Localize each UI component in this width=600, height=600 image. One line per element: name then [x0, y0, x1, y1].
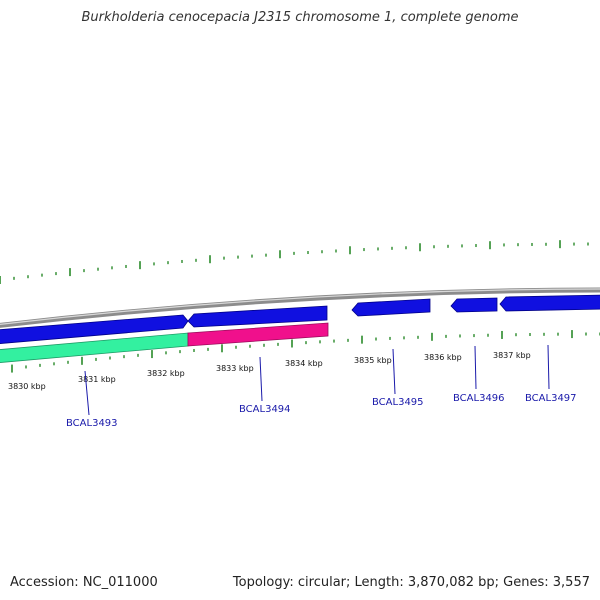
cds-arrow-bcal3497: [499, 294, 600, 312]
gene-label-bcal3495: BCAL3495: [372, 397, 424, 408]
gene-leader-line: [84, 370, 90, 416]
cds-arrow-bcal3494: [187, 305, 328, 328]
chromosome-backbone: [0, 287, 600, 328]
kbp-label: 3837 kbp: [493, 351, 531, 360]
gene-label-bcal3493: BCAL3493: [66, 418, 118, 429]
feature-segment-pink: [187, 322, 329, 347]
accession-text: Accession: NC_011000: [10, 575, 158, 590]
map-title: Burkholderia cenocepacia J2315 chromosom…: [81, 10, 519, 25]
kbp-label: 3836 kbp: [424, 353, 462, 362]
cds-arrow-bcal3496: [450, 297, 498, 313]
kbp-label: 3832 kbp: [147, 369, 185, 378]
gene-leader-line: [392, 348, 396, 395]
kbp-label: 3834 kbp: [285, 359, 323, 368]
gene-label-bcal3494: BCAL3494: [239, 404, 291, 415]
gene-leader-line: [474, 345, 477, 390]
chromosome-backbone-highlight: [0, 288, 600, 326]
tick-row-upper: [0, 240, 589, 284]
gene-label-bcal3497: BCAL3497: [525, 393, 577, 404]
kbp-label: 3830 kbp: [8, 382, 46, 391]
kbp-label: 3833 kbp: [216, 364, 254, 373]
kbp-label: 3831 kbp: [78, 375, 116, 384]
tick-row-lower: [11, 330, 600, 373]
cds-arrow-bcal3493: [0, 314, 189, 344]
gene-leader-line: [259, 356, 263, 402]
gene-leader-line: [547, 344, 550, 390]
gene-label-bcal3496: BCAL3496: [453, 393, 505, 404]
kbp-label: 3835 kbp: [354, 356, 392, 365]
genome-summary-text: Topology: circular; Length: 3,870,082 bp…: [232, 575, 590, 590]
cds-arrow-bcal3495: [351, 298, 431, 317]
